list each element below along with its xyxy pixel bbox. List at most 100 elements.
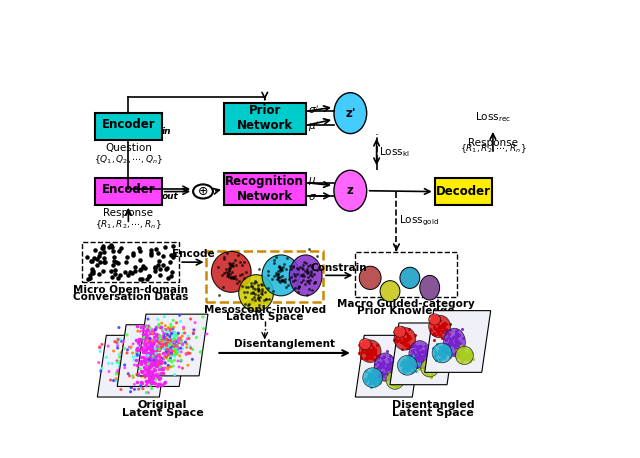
Point — [364, 344, 374, 351]
Point — [101, 354, 111, 361]
Point — [129, 360, 139, 368]
Polygon shape — [97, 335, 168, 397]
Point — [126, 384, 136, 391]
Point — [404, 361, 415, 369]
Point — [202, 330, 212, 338]
Point — [395, 330, 405, 338]
Text: Recognition
Network: Recognition Network — [225, 175, 304, 203]
Point — [273, 270, 284, 277]
Point — [127, 356, 137, 363]
Point — [154, 370, 164, 377]
Point — [143, 346, 154, 353]
Point — [172, 350, 182, 358]
Point — [455, 349, 465, 357]
Point — [435, 319, 445, 327]
Point — [300, 267, 310, 275]
Point — [444, 333, 454, 340]
Point — [395, 331, 405, 338]
Point — [165, 326, 175, 333]
Point — [363, 342, 373, 349]
Point — [140, 339, 150, 347]
Point — [144, 368, 154, 375]
Point — [397, 333, 408, 340]
Point — [128, 366, 138, 374]
Ellipse shape — [420, 275, 440, 300]
Point — [125, 362, 136, 370]
Point — [397, 327, 408, 334]
Point — [148, 368, 158, 375]
Point — [114, 366, 124, 373]
Point — [243, 304, 253, 311]
Point — [429, 314, 439, 321]
Point — [417, 348, 427, 355]
Point — [410, 354, 420, 361]
Point — [163, 364, 173, 371]
Point — [394, 329, 404, 337]
Point — [434, 323, 444, 331]
Point — [367, 350, 377, 357]
Point — [397, 333, 407, 341]
Point — [126, 359, 136, 366]
Point — [433, 319, 443, 327]
Point — [433, 328, 443, 336]
Point — [150, 367, 160, 374]
Point — [302, 269, 312, 277]
Point — [459, 354, 469, 361]
Point — [116, 338, 127, 345]
Point — [403, 342, 413, 349]
Point — [146, 348, 156, 355]
Point — [144, 354, 154, 361]
Point — [184, 343, 195, 350]
Point — [114, 324, 124, 331]
Point — [379, 353, 389, 360]
Point — [429, 313, 439, 320]
Point — [138, 357, 148, 365]
Point — [273, 262, 284, 270]
Point — [257, 287, 268, 294]
Point — [264, 295, 275, 302]
Point — [166, 344, 176, 351]
Point — [152, 359, 163, 366]
Point — [274, 264, 284, 271]
Point — [401, 333, 411, 340]
Point — [252, 306, 262, 314]
Point — [126, 363, 136, 370]
Point — [404, 366, 415, 373]
Point — [424, 359, 434, 366]
Point — [383, 361, 394, 368]
Point — [157, 340, 168, 348]
Point — [254, 301, 264, 309]
Point — [171, 345, 181, 353]
Point — [144, 355, 154, 362]
Point — [405, 362, 415, 369]
Point — [141, 371, 152, 378]
Point — [384, 370, 394, 377]
Point — [160, 334, 170, 342]
Point — [394, 376, 404, 384]
Point — [134, 356, 145, 363]
Point — [430, 364, 440, 371]
Point — [163, 347, 173, 354]
Point — [146, 352, 156, 359]
Point — [456, 353, 467, 360]
Point — [415, 354, 425, 361]
Point — [134, 245, 144, 252]
Point — [428, 313, 438, 320]
Point — [152, 349, 162, 357]
Point — [145, 371, 155, 379]
Point — [428, 371, 438, 378]
Point — [428, 314, 438, 322]
Point — [269, 273, 279, 280]
Point — [140, 265, 150, 272]
Point — [125, 363, 136, 370]
Point — [151, 353, 161, 360]
Point — [449, 333, 460, 340]
Point — [166, 357, 176, 364]
Point — [152, 381, 163, 388]
Point — [154, 336, 164, 343]
Point — [164, 340, 174, 347]
Point — [164, 360, 175, 367]
Point — [168, 343, 178, 350]
Point — [155, 336, 165, 344]
Text: Response: Response — [104, 208, 154, 218]
